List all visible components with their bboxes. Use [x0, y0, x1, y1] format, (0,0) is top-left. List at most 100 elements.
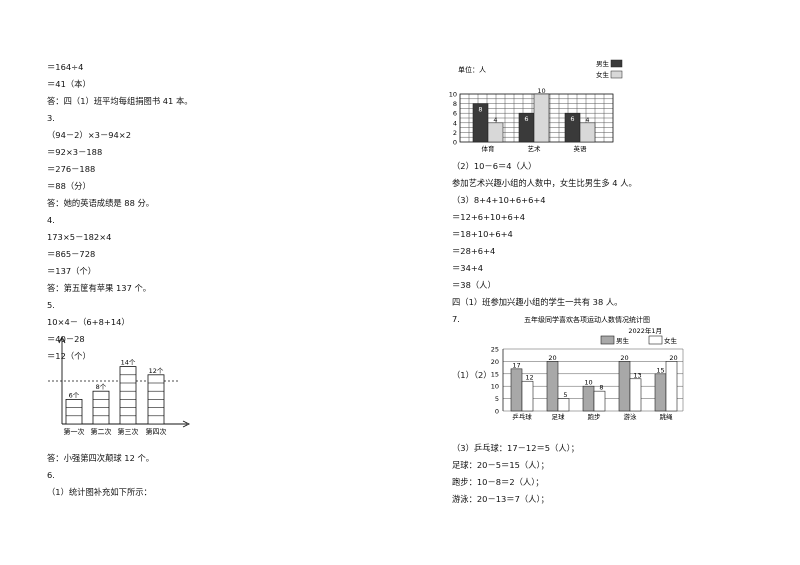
text-line: 6. [47, 470, 55, 480]
value-label: 14个 [121, 359, 136, 367]
text-line: ＝12（个） [47, 351, 91, 361]
bar-value-label: 15 [656, 366, 664, 374]
text-line: ＝34+4 [452, 263, 484, 273]
category-label: 游泳 [624, 412, 638, 421]
bar [629, 378, 642, 412]
bar [472, 103, 489, 143]
legend-label: 女生 [596, 70, 610, 79]
text-line: ＝88（分） [47, 181, 91, 191]
bar [510, 368, 523, 412]
bar [564, 112, 581, 143]
bar [579, 122, 596, 143]
text-line: 173×5－182×4 [47, 232, 112, 242]
y-tick-label: 2 [453, 129, 457, 137]
bar [557, 398, 570, 412]
text-line: 5. [47, 300, 55, 310]
y-tick-label: 8 [453, 100, 457, 108]
text-line: 答：第五筐有苹果 137 个。 [47, 283, 152, 293]
category-label: 足球 [552, 412, 566, 421]
y-tick-label: 10 [491, 383, 499, 391]
text-line: ＝41（本） [47, 79, 91, 89]
category-label: 乒乓球 [512, 412, 532, 421]
value-label: 12个 [149, 367, 164, 375]
y-tick-label: 0 [453, 139, 457, 147]
text-line: 答：她的英语成绩是 88 分。 [47, 198, 155, 208]
bar-value-label: 20 [669, 354, 677, 362]
bar-value-label: 4 [493, 116, 497, 124]
text-line: 参加艺术兴趣小组的人数中，女生比男生多 4 人。 [452, 178, 637, 188]
text-line: 跑步：10－8＝2（人）； [452, 477, 544, 487]
text-line: 4. [47, 215, 55, 225]
category-label: 跳绳 [660, 412, 674, 421]
bar-value-label: 20 [548, 354, 556, 362]
legend-swatch [610, 70, 623, 79]
text-line: ＝38（人） [452, 280, 496, 290]
chart-title: 五年级同学喜欢各项运动人数情况统计图 [524, 315, 650, 324]
y-tick-label: 25 [491, 346, 499, 354]
bar [521, 380, 534, 412]
bar-value-label: 8 [599, 384, 603, 392]
bar [533, 93, 550, 143]
question-label: （1）（2） [452, 370, 492, 380]
text-line: 足球：20－5＝15（人）； [452, 460, 549, 470]
stack-bar [147, 374, 165, 425]
legend-swatch [600, 335, 615, 345]
bar-value-label: 10 [584, 379, 592, 387]
category-label: 第四次 [146, 427, 167, 436]
text-line: ＝28+6+4 [452, 246, 496, 256]
category-label: 英语 [574, 144, 588, 153]
bar [665, 361, 678, 412]
text-line: ＝18+10+6+4 [452, 229, 513, 239]
legend-label: 男生 [596, 59, 610, 68]
y-tick-label: 20 [491, 358, 499, 366]
stack-bar [119, 366, 137, 425]
text-line: ＝40－28 [47, 334, 85, 344]
legend-label: 女生 [664, 336, 678, 345]
stack-bar [92, 390, 110, 425]
text-line: 游泳：20－13＝7（人）； [452, 494, 549, 504]
plot-frame [459, 93, 614, 143]
y-tick-label: 5 [495, 395, 499, 403]
bar-value-label: 5 [563, 391, 567, 399]
x-axis-arrow [182, 420, 191, 428]
bar-value-label: 20 [620, 354, 628, 362]
text-line: ＝137（个） [47, 266, 97, 276]
text-line: 答：小强第四次颠球 12 个。 [47, 453, 155, 463]
text-line: ＝865－728 [47, 249, 96, 259]
unit-label: 单位：人 [458, 65, 486, 74]
y-tick-label: 4 [453, 119, 457, 127]
text-line: （2）10－6＝4（人） [452, 161, 537, 171]
text-line: ＝12+6+10+6+4 [452, 212, 526, 222]
text-line: 答：四（1）班平均每组捐图书 41 本。 [47, 96, 193, 106]
text-line: 10×4－（6+8+14） [47, 317, 130, 327]
category-label: 体育 [482, 144, 496, 153]
text-line: 7. [452, 314, 460, 324]
bar [593, 390, 606, 412]
text-line: （1）统计图补充如下所示： [47, 487, 152, 497]
bar-value-label: 12 [525, 374, 533, 382]
y-tick-label: 10 [449, 91, 457, 99]
text-line: ＝92×3－188 [47, 147, 103, 157]
bar-value-label: 10 [537, 87, 545, 95]
value-label: 6个 [69, 391, 80, 399]
category-label: 跑步 [588, 412, 602, 421]
bar [582, 385, 595, 412]
text-line: （3）8+4+10+6+6+4 [452, 195, 546, 205]
bar-value-label: 6 [570, 115, 574, 123]
text-line: （94－2）×3－94×2 [47, 130, 132, 140]
text-line: ＝276－188 [47, 164, 96, 174]
bar [546, 361, 559, 412]
category-label: 第二次 [91, 427, 112, 436]
bar [487, 122, 504, 143]
bar-value-label: 17 [512, 361, 520, 369]
y-tick-label: 0 [495, 408, 499, 416]
value-label: 8个 [96, 383, 107, 391]
chart-subtitle: 2022年1月 [628, 326, 662, 335]
legend-swatch [648, 335, 663, 345]
stack-bar [65, 398, 83, 425]
category-label: 艺术 [528, 144, 542, 153]
bar-value-label: 4 [585, 116, 589, 124]
text-line: 3. [47, 113, 55, 123]
text-line: ＝164÷4 [47, 62, 84, 72]
category-label: 第三次 [118, 427, 139, 436]
